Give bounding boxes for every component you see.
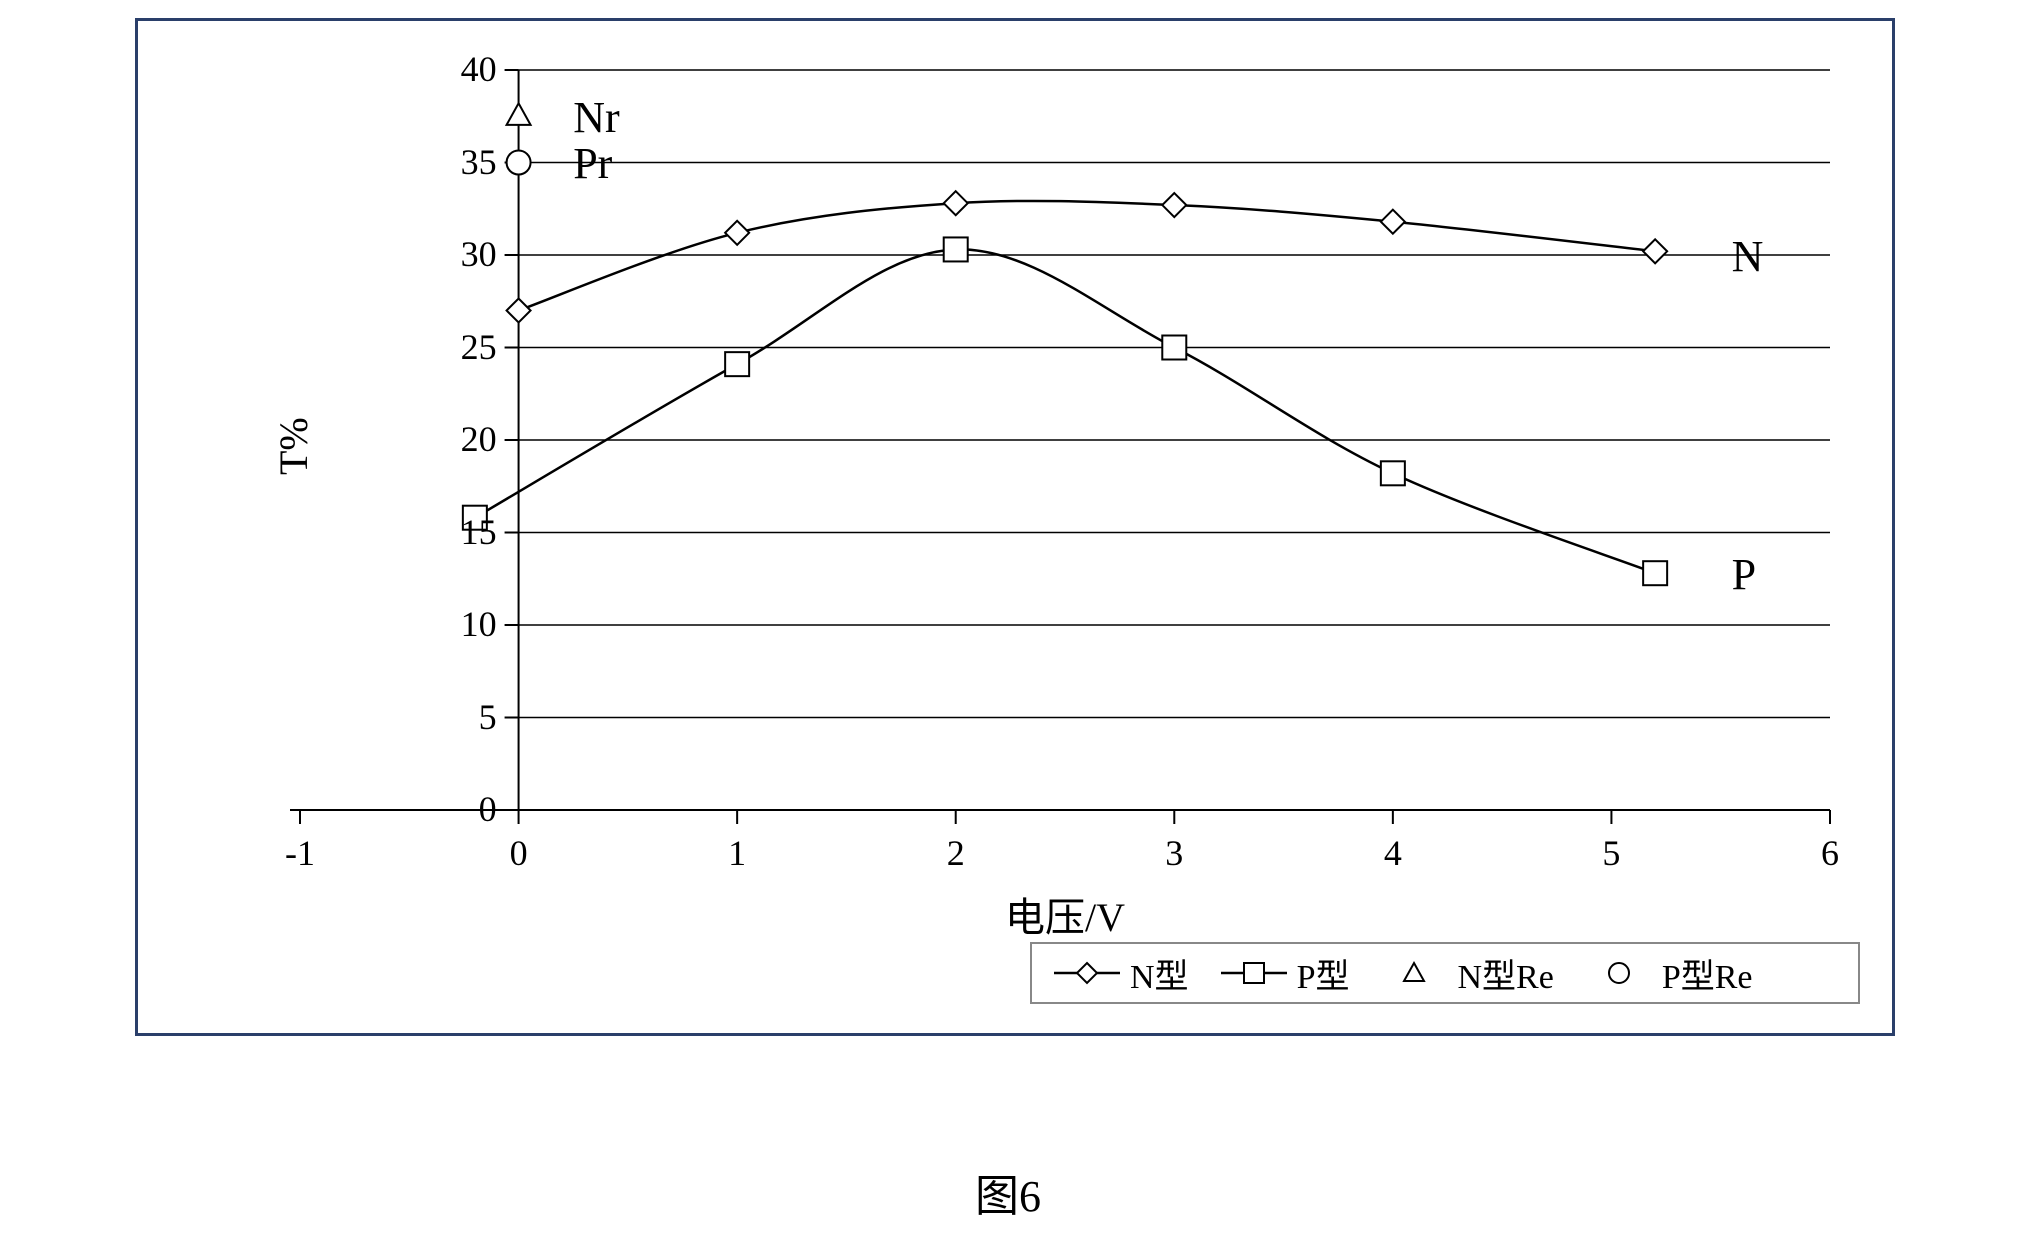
x-tick-label: 6 [1810,832,1850,874]
series-marker-Nr [507,103,531,125]
series-marker-N [1162,193,1186,217]
legend-item: P型Re [1584,949,1753,998]
y-tick-label: 25 [461,326,497,368]
series-marker-P [1381,461,1405,485]
x-tick-label: -1 [280,832,320,874]
legend-item-label: N型 [1130,949,1189,998]
series-marker-P [725,352,749,376]
series-marker-N [1381,210,1405,234]
series-marker-N [507,299,531,323]
y-tick-label: 20 [461,418,497,460]
x-tick-label: 3 [1154,832,1194,874]
figure-caption: 图6 [975,1160,1041,1224]
x-tick-label: 2 [936,832,976,874]
y-tick-label: 0 [479,788,497,830]
legend: N型 P型 N型Re P型Re [1030,942,1860,1004]
series-marker-N [1643,239,1667,263]
legend-item: N型 [1052,949,1189,998]
series-marker-P [944,237,968,261]
x-axis-label: 电压/V [1005,885,1125,943]
legend-marker-icon [1379,958,1449,988]
series-marker-N [725,221,749,245]
legend-marker-icon [1584,958,1654,988]
x-tick-label: 4 [1373,832,1413,874]
series-label-P: P [1732,549,1756,600]
legend-marker-icon [1219,958,1289,988]
x-tick-label: 0 [499,832,539,874]
y-tick-label: 10 [461,603,497,645]
y-tick-label: 35 [461,141,497,183]
series-marker-Pr [507,151,531,175]
chart-svg [0,0,2022,1256]
legend-item: N型Re [1379,949,1553,998]
legend-item-label: P型 [1297,949,1350,998]
y-tick-label: 5 [479,696,497,738]
series-line-P [475,249,1655,573]
series-marker-P [1162,336,1186,360]
x-tick-label: 5 [1591,832,1631,874]
legend-item-label: N型Re [1457,949,1553,998]
y-tick-label: 15 [461,511,497,553]
y-tick-label: 30 [461,233,497,275]
legend-marker-icon [1052,958,1122,988]
y-tick-label: 40 [461,48,497,90]
y-axis-label: T% [270,417,317,475]
series-marker-N [944,191,968,215]
series-marker-P [1643,561,1667,585]
x-tick-label: 1 [717,832,757,874]
series-label-Pr: Pr [573,138,612,189]
legend-item-label: P型Re [1662,949,1753,998]
series-label-Nr: Nr [573,92,619,143]
legend-item: P型 [1219,949,1350,998]
series-label-N: N [1732,231,1764,282]
